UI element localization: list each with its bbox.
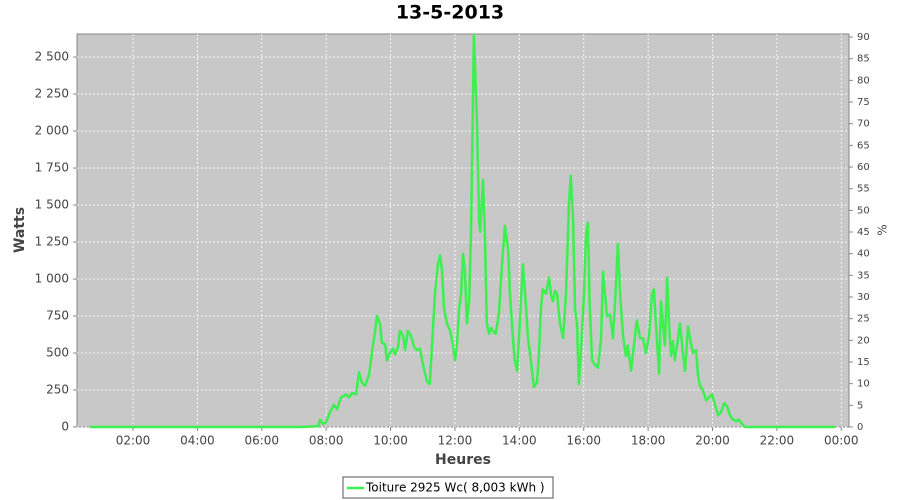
x-tick-label: 22:00 <box>760 434 795 448</box>
y-tick-label: 2 500 <box>35 50 69 64</box>
x-tick-label: 02:00 <box>116 434 151 448</box>
y-tick-label: 1 500 <box>35 198 69 212</box>
y2-tick-label: 30 <box>857 292 870 303</box>
y2-tick-label: 10 <box>857 379 870 390</box>
y2-tick-label: 75 <box>857 97 870 108</box>
y2-tick-label: 35 <box>857 270 870 281</box>
y2-tick-label: 60 <box>857 162 870 173</box>
y2-tick-label: 40 <box>857 249 870 260</box>
y-tick-label: 750 <box>46 309 69 323</box>
y-tick-label: 2 000 <box>35 124 69 138</box>
y2-tick-label: 70 <box>857 119 870 130</box>
y2-tick-label: 80 <box>857 75 870 86</box>
x-tick-label: 18:00 <box>631 434 666 448</box>
y2-tick-label: 20 <box>857 335 870 346</box>
x-tick-label: 14:00 <box>502 434 537 448</box>
x-tick-label: 00:00 <box>824 434 859 448</box>
y2-tick-label: 0 <box>857 422 863 433</box>
y2-tick-label: 85 <box>857 54 870 65</box>
y2-tick-label: 45 <box>857 227 870 238</box>
x-tick-label: 10:00 <box>373 434 408 448</box>
y-tick-label: 1 750 <box>35 161 69 175</box>
y-tick-label: 1 250 <box>35 235 69 249</box>
y2-tick-label: 65 <box>857 140 870 151</box>
y2-tick-label: 50 <box>857 205 870 216</box>
y2-tick-label: 15 <box>857 357 870 368</box>
y2-tick-label: 55 <box>857 184 870 195</box>
x-tick-label: 04:00 <box>180 434 215 448</box>
y-tick-label: 500 <box>46 346 69 360</box>
series-line <box>89 33 835 429</box>
y2-tick-label: 5 <box>857 400 863 411</box>
x-tick-label: 06:00 <box>244 434 279 448</box>
legend-label: Toiture 2925 Wc( 8,003 kWh ) <box>365 481 545 495</box>
y-tick-label: 250 <box>46 383 69 397</box>
x-axis-label: Heures <box>435 452 491 468</box>
chart-title: 13-5-2013 <box>396 2 504 24</box>
x-tick-label: 12:00 <box>438 434 473 448</box>
x-tick-label: 08:00 <box>309 434 344 448</box>
y2-tick-label: 90 <box>857 32 870 43</box>
y-tick-label: 0 <box>61 420 69 434</box>
x-tick-label: 16:00 <box>566 434 601 448</box>
legend <box>342 476 554 499</box>
y2-tick-label: 25 <box>857 314 870 325</box>
x-tick-label: 20:00 <box>695 434 730 448</box>
y2-axis-label: % <box>876 224 890 235</box>
y-axis-label: Watts <box>12 207 28 253</box>
y-tick-label: 1 000 <box>35 272 69 286</box>
y-tick-label: 2 250 <box>35 87 69 101</box>
plot-area <box>76 33 850 428</box>
